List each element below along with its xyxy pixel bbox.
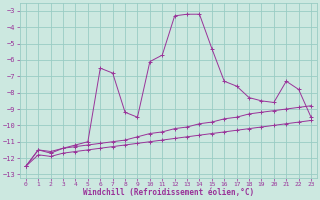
- X-axis label: Windchill (Refroidissement éolien,°C): Windchill (Refroidissement éolien,°C): [83, 188, 254, 197]
